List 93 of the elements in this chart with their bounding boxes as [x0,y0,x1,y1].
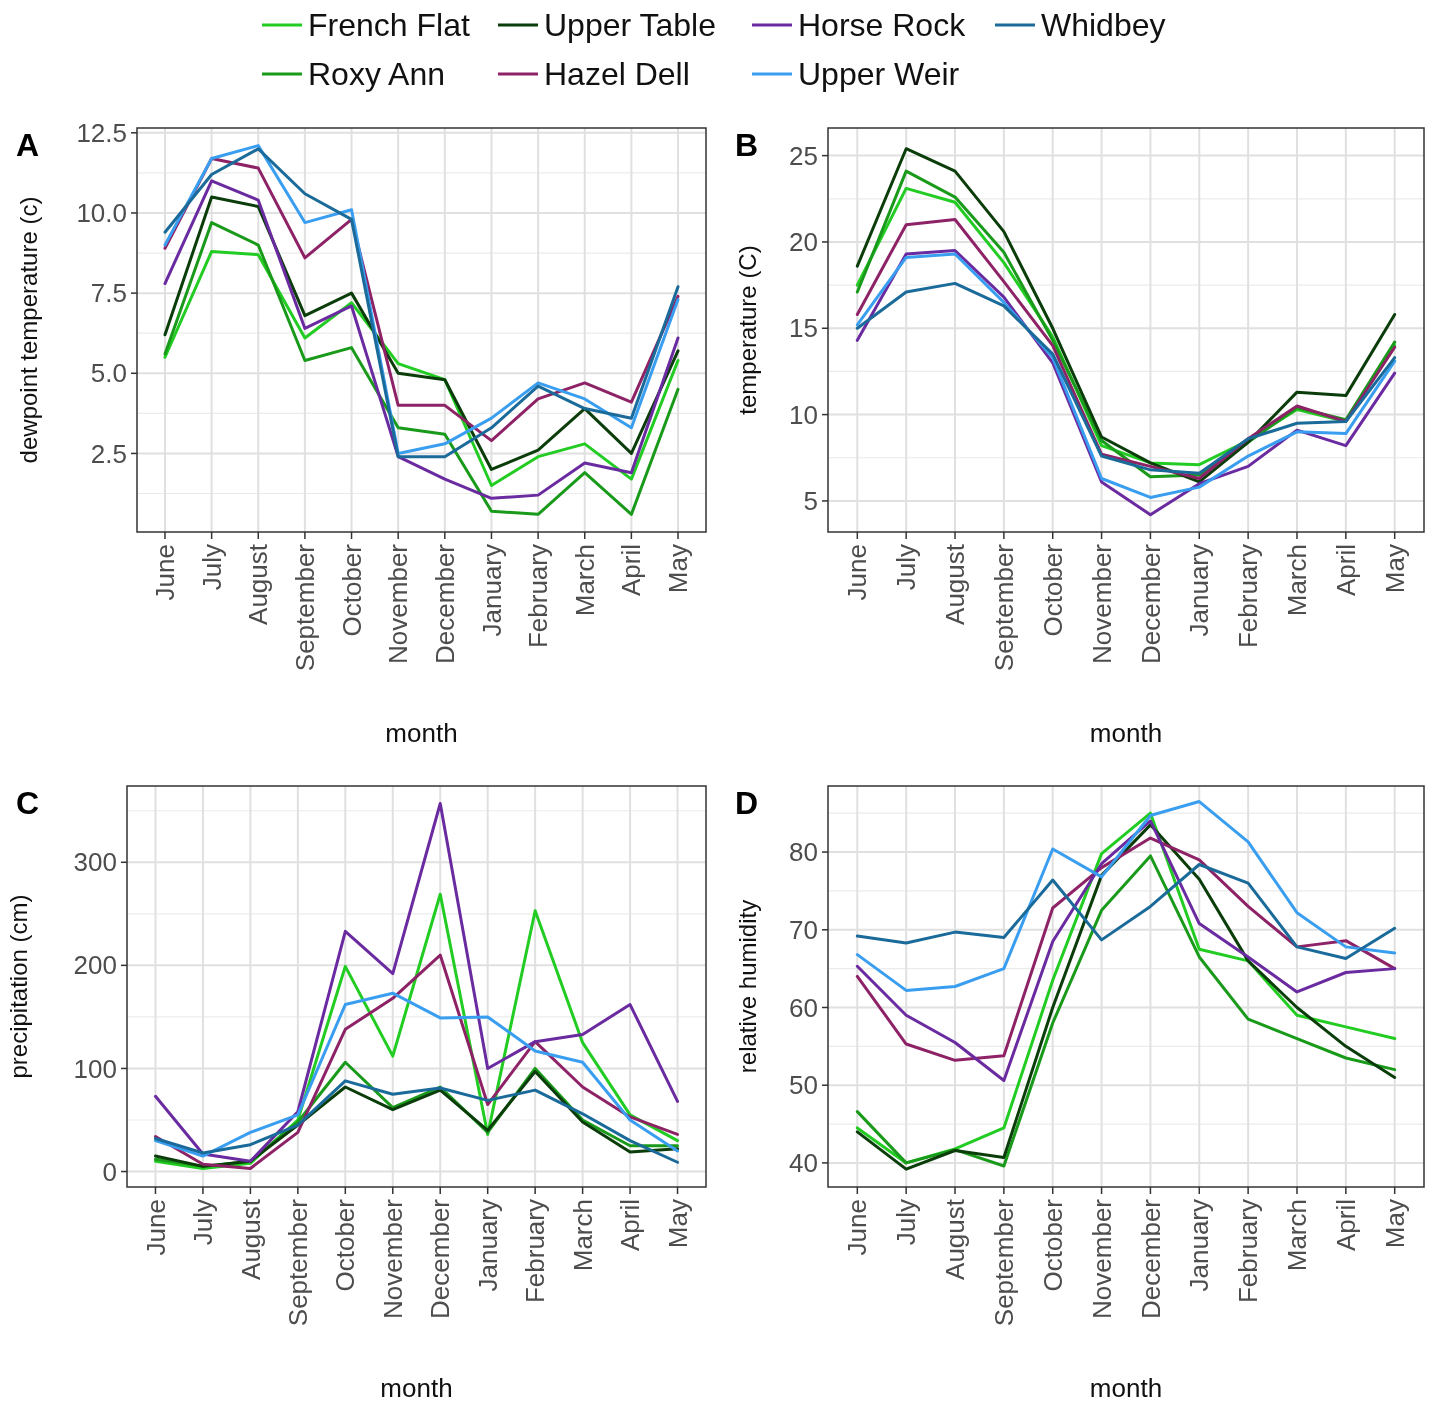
x-tick-label: September [988,1198,1019,1327]
y-tick-label: 20 [789,227,818,258]
x-tick-label: June [140,1199,171,1256]
x-tick-label: October [1037,1198,1068,1292]
y-axis-title: relative humidity [734,899,761,1074]
y-tick-label: 100 [73,1053,117,1084]
legend-label: Hazel Dell [544,56,690,93]
y-tick-label: 15 [789,313,818,344]
x-tick-label: December [429,543,460,664]
x-tick-label: November [377,1198,408,1319]
x-tick-label: August [940,1198,971,1280]
y-tick-label: 2.5 [90,438,127,469]
x-tick-label: June [842,544,873,601]
legend-label: Horse Rock [798,7,967,44]
line-series [163,221,680,516]
x-axis-title: month [1089,718,1163,748]
y-tick-label: 10 [789,399,818,430]
legend-label: Upper Table [544,7,716,44]
y-axis-title: temperature (C) [734,245,761,415]
x-tick-label: December [1135,1198,1166,1319]
line-series [153,953,680,1170]
y-tick-label: 10.0 [76,198,127,229]
chart-title: D [735,785,759,821]
x-tick-label: July [188,1199,219,1246]
y-tick-label: 12.5 [76,117,127,148]
line-series [855,862,1397,961]
y-tick-label: 70 [789,914,818,945]
x-tick-label: November [1086,1198,1117,1319]
x-tick-label: September [282,1198,313,1327]
x-tick-label: April [616,544,647,597]
x-tick-label: March [569,544,600,617]
x-tick-label: September [290,543,320,672]
x-tick-label: December [425,1198,456,1319]
y-tick-label: 300 [73,847,117,878]
x-tick-label: December [1135,543,1166,664]
x-tick-label: January [476,544,507,637]
x-tick-label: February [1233,544,1264,649]
y-tick-label: 50 [789,1070,818,1101]
x-tick-label: May [1379,544,1410,594]
x-tick-label: January [1184,544,1215,637]
x-tick-label: October [1037,543,1068,637]
y-tick-label: 5.0 [90,358,127,389]
legend-label: Roxy Ann [308,56,445,93]
x-tick-label: April [615,1199,646,1252]
x-tick-label: March [567,1199,598,1272]
legend-label: Upper Weir [798,56,960,93]
x-tick-label: September [988,543,1019,672]
x-tick-label: April [1330,544,1361,597]
y-axis-title: dewpoint temperature (c) [15,196,42,464]
x-tick-label: July [891,1199,922,1246]
x-tick-label: July [891,544,922,591]
x-tick-label: June [842,1199,873,1256]
chart-title: A [16,127,40,163]
x-tick-label: February [1233,1199,1264,1304]
x-tick-label: March [1282,1199,1313,1272]
x-tick-label: June [150,544,181,601]
x-tick-label: January [1184,1199,1215,1292]
x-tick-label: November [383,543,414,664]
x-tick-label: February [523,544,554,649]
x-tick-label: February [520,1199,551,1304]
x-tick-label: August [235,1198,266,1280]
y-axis-title: precipitation (cm) [5,894,32,1079]
x-tick-label: October [330,1198,361,1292]
y-tick-label: 80 [789,837,818,868]
x-tick-label: January [472,1199,503,1292]
x-tick-label: April [1330,1199,1361,1252]
x-tick-label: May [662,1199,693,1249]
x-axis-title: month [380,1373,453,1403]
x-tick-label: August [243,543,274,625]
line-series [855,800,1397,992]
y-tick-label: 60 [789,992,818,1023]
y-tick-label: 200 [73,950,117,981]
line-series [153,991,680,1158]
chart-title: B [735,127,759,163]
chart-title: C [16,785,40,821]
legend-label: French Flat [308,7,470,44]
x-tick-label: November [1086,543,1117,664]
x-tick-label: May [663,544,694,594]
x-tick-label: October [336,543,367,637]
x-axis-title: month [1089,1373,1163,1403]
legend-label: Whidbey [1041,7,1166,44]
y-tick-label: 40 [789,1148,818,1179]
x-tick-label: May [1379,1199,1410,1249]
x-tick-label: August [940,543,971,625]
y-tick-label: 7.5 [90,278,127,309]
x-tick-label: July [196,544,227,591]
line-series [855,281,1397,475]
y-tick-label: 0 [102,1156,117,1187]
x-axis-title: month [385,718,458,748]
y-tick-label: 5 [803,486,818,517]
x-tick-label: March [1282,544,1313,617]
line-series [153,802,680,1163]
y-tick-label: 25 [789,140,818,171]
